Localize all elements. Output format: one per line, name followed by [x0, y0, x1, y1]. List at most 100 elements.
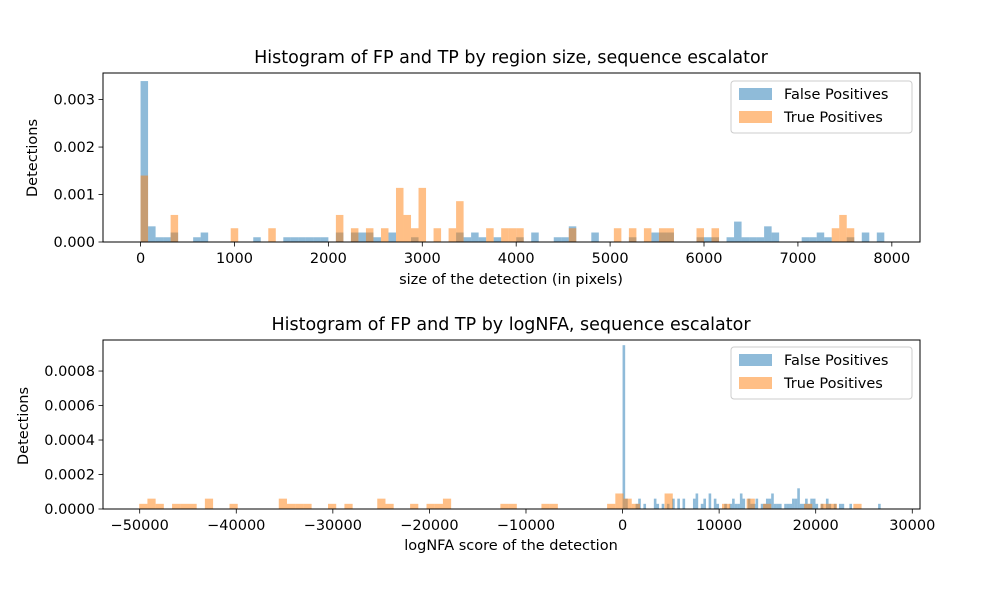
x-tick-label: 20000 [793, 518, 839, 534]
fp-histogram-bar [531, 232, 539, 242]
fp-histogram-bar [651, 232, 659, 242]
tp-histogram-bar [204, 498, 214, 509]
tp-histogram-bar [746, 498, 755, 509]
tp-histogram-bar [846, 228, 855, 242]
tp-histogram-bar [613, 228, 622, 242]
fp-histogram-bar [677, 498, 680, 509]
tp-histogram-bar [696, 228, 705, 242]
fp-histogram-bar [692, 498, 696, 509]
legend-label-false-positives: False Positives [784, 353, 888, 369]
fp-histogram-bar [849, 503, 853, 509]
fp-histogram-bar [792, 498, 795, 509]
fp-histogram-bar [794, 498, 798, 509]
tp-histogram-bar [500, 503, 509, 509]
fp-histogram-bar [493, 237, 502, 242]
x-axis-label: logNFA score of the detection [404, 538, 618, 554]
tp-histogram-bar [418, 187, 427, 242]
tp-histogram-bar [155, 503, 164, 509]
fp-histogram-bar [478, 237, 487, 242]
tp-histogram-bar [722, 503, 731, 509]
tp-histogram-bar [839, 214, 847, 242]
fp-histogram-bar [816, 232, 825, 242]
x-tick-label: −20000 [400, 518, 458, 534]
tp-histogram-bar [147, 498, 156, 509]
y-tick-label: 0.0004 [44, 433, 95, 449]
fp-histogram-bar [193, 237, 201, 242]
fp-histogram-bar [553, 237, 562, 242]
y-tick-label: 0.000 [53, 235, 95, 251]
tp-histogram-bar [328, 503, 337, 509]
tp-histogram-bar [172, 503, 181, 509]
tp-histogram-bar [403, 214, 412, 242]
fp-histogram-bar [163, 237, 171, 242]
chart-region-size: Histogram of FP and TP by region size, s… [25, 48, 921, 288]
fp-histogram-bar [253, 237, 261, 242]
tp-histogram-bar [434, 503, 443, 509]
fp-histogram-bar [742, 498, 746, 509]
fp-histogram-bar [765, 498, 769, 509]
tp-histogram-bar [335, 214, 344, 242]
fp-histogram-bar [801, 237, 810, 242]
fp-histogram-bar [734, 221, 742, 242]
fp-histogram-bar [768, 498, 772, 509]
fp-histogram-bar [771, 493, 774, 509]
tp-histogram-bar [230, 228, 239, 242]
fp-histogram-bar [825, 498, 829, 509]
tp-histogram-bar [516, 228, 524, 242]
tp-histogram-bar [666, 228, 674, 242]
tp-histogram-bar [442, 498, 452, 509]
tp-histogram-bar [643, 228, 652, 242]
x-tick-label: 6000 [686, 251, 723, 267]
y-tick-label: 0.002 [53, 140, 95, 156]
tp-histogram-bar [268, 228, 276, 242]
chart-title: Histogram of FP and TP by logNFA, sequen… [271, 315, 751, 335]
tp-histogram-bar [303, 503, 312, 509]
legend-swatch-false-positives [739, 354, 772, 366]
y-tick-label: 0.0000 [44, 502, 95, 518]
tp-histogram-bar [395, 187, 404, 242]
x-axis-label: size of the detection (in pixels) [399, 272, 623, 288]
fp-histogram-bar [861, 232, 870, 242]
fp-histogram-bar [755, 498, 759, 509]
fp-histogram-bar [622, 345, 626, 509]
fp-histogram-bar [799, 503, 803, 509]
fp-histogram-bar [771, 232, 780, 242]
fp-histogram-bar [708, 493, 712, 509]
tp-histogram-bar [541, 503, 550, 509]
fp-histogram-bar [876, 232, 885, 242]
tp-histogram-bar [508, 228, 517, 242]
x-tick-label: −30000 [304, 518, 362, 534]
legend-swatch-true-positives [739, 111, 772, 123]
x-tick-label: 30000 [889, 518, 935, 534]
fp-histogram-bar [841, 503, 845, 509]
y-tick-label: 0.0006 [44, 399, 95, 415]
tp-histogram-bar [350, 228, 359, 242]
fp-histogram-bar [760, 503, 764, 509]
tp-histogram-bar [568, 228, 577, 242]
tp-histogram-bar [278, 498, 287, 509]
tp-histogram-bar [831, 228, 840, 242]
fp-histogram-bar [789, 503, 793, 509]
tp-histogram-bar [486, 228, 494, 242]
fp-histogram-bar [739, 493, 743, 509]
fp-histogram-bar [737, 503, 740, 509]
fp-histogram-bar [704, 237, 712, 242]
tp-histogram-bar [433, 228, 442, 242]
tp-histogram-bar [188, 503, 197, 509]
fp-histogram-bar [741, 237, 750, 242]
x-tick-label: 10000 [696, 518, 742, 534]
tp-histogram-bar [377, 498, 386, 509]
fp-histogram-bar [700, 503, 704, 509]
fp-histogram-bar [561, 237, 569, 242]
tp-histogram-bar [295, 503, 304, 509]
legend-label-true-positives: True Positives [783, 376, 883, 392]
tp-histogram-bar [631, 503, 640, 509]
tp-histogram-bar [426, 503, 435, 509]
fp-histogram-bar [713, 498, 717, 509]
fp-histogram-bar [802, 503, 806, 509]
x-tick-label: −10000 [497, 518, 555, 534]
fp-histogram-bar [656, 503, 660, 509]
fp-histogram-bar [734, 503, 738, 509]
tp-histogram-bar [456, 201, 464, 242]
